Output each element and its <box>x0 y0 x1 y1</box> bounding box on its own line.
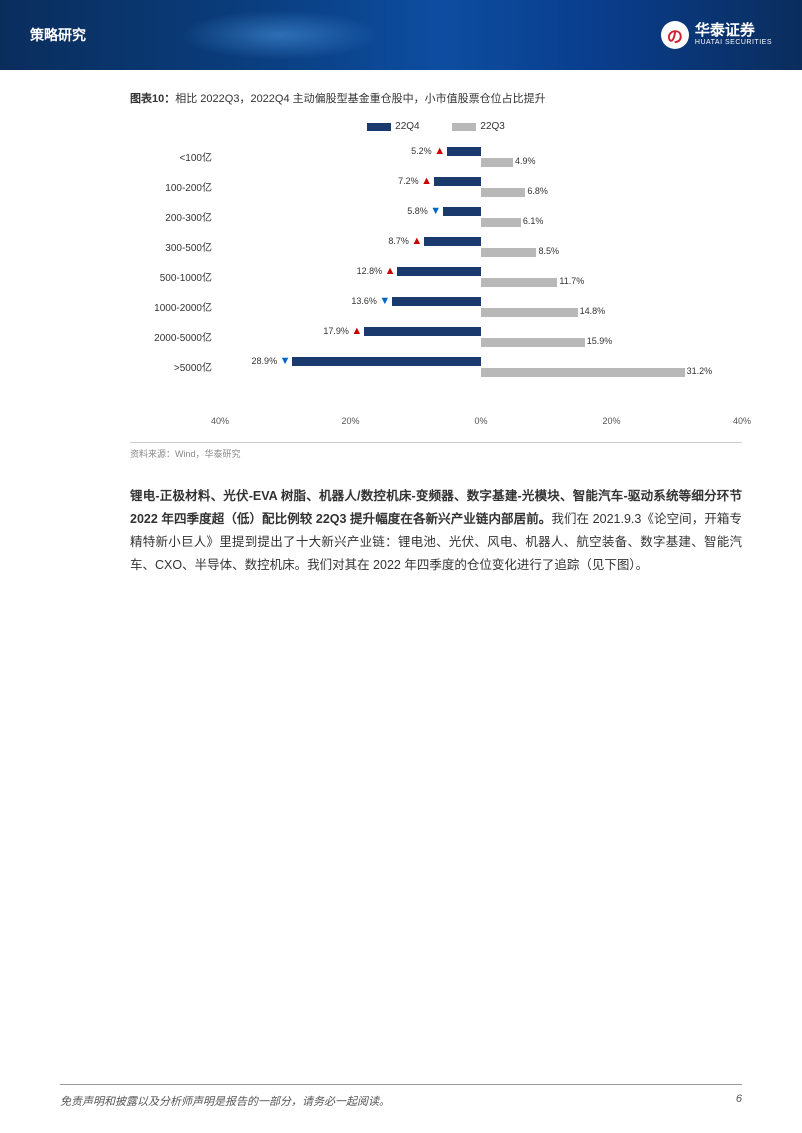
axis-tick: 20% <box>602 416 620 426</box>
val-q3: 15.9% <box>587 336 613 346</box>
chart-row: >5000亿 28.9% ▼ 31.2% <box>130 352 742 382</box>
legend-q4-label: 22Q4 <box>395 121 419 132</box>
logo-cn: 华泰证券 <box>695 23 772 40</box>
val-q4: 8.7% ▲ <box>388 235 422 247</box>
row-label: 300-500亿 <box>130 239 220 254</box>
val-q3: 11.7% <box>559 276 584 286</box>
val-q3: 4.9% <box>515 156 536 166</box>
axis-tick: 40% <box>733 416 751 426</box>
bar-q3 <box>481 368 685 377</box>
bar-q3 <box>481 308 578 317</box>
chart-title-text: 相比 2022Q3，2022Q4 主动偏股型基金重仓股中，小市值股票仓位占比提升 <box>175 93 545 105</box>
val-q4: 17.9% ▲ <box>323 325 362 337</box>
chart-row: 200-300亿 5.8% ▼ 6.1% <box>130 202 742 232</box>
row-label: >5000亿 <box>130 359 220 374</box>
arrow-up-icon: ▲ <box>434 145 445 157</box>
axis-tick: 20% <box>341 416 359 426</box>
logo-text: 华泰证券 HUATAI SECURITIES <box>695 23 772 47</box>
bar-q3 <box>481 248 536 257</box>
chart-title: 图表10：相比 2022Q3，2022Q4 主动偏股型基金重仓股中，小市值股票仓… <box>130 90 742 106</box>
logo-icon: の <box>661 21 689 49</box>
arrow-down-icon: ▼ <box>280 355 291 367</box>
legend-q4-swatch <box>367 123 391 131</box>
chart-legend: 22Q4 22Q3 <box>130 121 742 134</box>
bar-q4 <box>434 177 481 186</box>
chart-row: 300-500亿 8.7% ▲ 8.5% <box>130 232 742 262</box>
chart-x-axis: 40%20%0%20%40% <box>220 416 742 436</box>
arrow-up-icon: ▲ <box>421 175 432 187</box>
row-label: <100亿 <box>130 149 220 164</box>
chart-source: 资料来源：Wind，华泰研究 <box>130 442 742 460</box>
chart-row: 100-200亿 7.2% ▲ 6.8% <box>130 172 742 202</box>
arrow-up-icon: ▲ <box>411 235 422 247</box>
bar-q3 <box>481 218 521 227</box>
val-q4: 5.8% ▼ <box>407 205 441 217</box>
body-paragraph: 锂电-正极材料、光伏-EVA 树脂、机器人/数控机床-变频器、数字基建-光模块、… <box>130 485 742 578</box>
header-category: 策略研究 <box>30 25 86 45</box>
val-q4: 28.9% ▼ <box>252 355 291 367</box>
legend-q3-swatch <box>452 123 476 131</box>
val-q3: 6.1% <box>523 216 544 226</box>
footer-disclaimer: 免责声明和披露以及分析师声明是报告的一部分，请务必一起阅读。 <box>60 1093 390 1109</box>
chart-row: 500-1000亿 12.8% ▲ 11.7% <box>130 262 742 292</box>
chart-title-prefix: 图表10： <box>130 93 175 105</box>
page-header: 策略研究 の 华泰证券 HUATAI SECURITIES <box>0 0 802 70</box>
row-bars: 17.9% ▲ 15.9% <box>220 324 742 350</box>
axis-tick: 0% <box>474 416 487 426</box>
val-q3: 6.8% <box>527 186 548 196</box>
bar-q3 <box>481 188 525 197</box>
bar-q3 <box>481 158 513 167</box>
butterfly-chart: <100亿 5.2% ▲ 4.9% 100-200亿 7.2% ▲ 6.8% 200-300… <box>130 142 742 412</box>
legend-q3-label: 22Q3 <box>480 121 504 132</box>
logo-en: HUATAI SECURITIES <box>695 39 772 47</box>
val-q3: 31.2% <box>687 366 713 376</box>
row-label: 200-300亿 <box>130 209 220 224</box>
row-bars: 28.9% ▼ 31.2% <box>220 354 742 380</box>
val-q3: 8.5% <box>538 246 559 256</box>
chart-row: 2000-5000亿 17.9% ▲ 15.9% <box>130 322 742 352</box>
bar-q4 <box>424 237 481 246</box>
arrow-down-icon: ▼ <box>430 205 441 217</box>
val-q4: 5.2% ▲ <box>411 145 445 157</box>
page-footer: 免责声明和披露以及分析师声明是报告的一部分，请务必一起阅读。 6 <box>60 1084 742 1109</box>
val-q4: 13.6% ▼ <box>351 295 390 307</box>
legend-q4: 22Q4 <box>367 121 419 132</box>
bar-q3 <box>481 278 557 287</box>
arrow-up-icon: ▲ <box>385 265 396 277</box>
row-label: 2000-5000亿 <box>130 329 220 344</box>
bar-q4 <box>364 327 481 336</box>
bar-q3 <box>481 338 585 347</box>
row-bars: 5.8% ▼ 6.1% <box>220 204 742 230</box>
arrow-up-icon: ▲ <box>351 325 362 337</box>
val-q3: 14.8% <box>580 306 606 316</box>
row-label: 100-200亿 <box>130 179 220 194</box>
axis-tick: 40% <box>211 416 229 426</box>
val-q4: 7.2% ▲ <box>398 175 432 187</box>
val-q4: 12.8% ▲ <box>357 265 396 277</box>
row-label: 1000-2000亿 <box>130 299 220 314</box>
row-bars: 8.7% ▲ 8.5% <box>220 234 742 260</box>
legend-q3: 22Q3 <box>452 121 504 132</box>
chart-row: <100亿 5.2% ▲ 4.9% <box>130 142 742 172</box>
header-logo: の 华泰证券 HUATAI SECURITIES <box>661 21 772 49</box>
row-bars: 5.2% ▲ 4.9% <box>220 144 742 170</box>
row-label: 500-1000亿 <box>130 269 220 284</box>
footer-page-number: 6 <box>736 1093 742 1109</box>
bar-q4 <box>397 267 481 276</box>
bar-q4 <box>292 357 481 366</box>
bar-q4 <box>443 207 481 216</box>
row-bars: 12.8% ▲ 11.7% <box>220 264 742 290</box>
row-bars: 7.2% ▲ 6.8% <box>220 174 742 200</box>
row-bars: 13.6% ▼ 14.8% <box>220 294 742 320</box>
bar-q4 <box>447 147 481 156</box>
bar-q4 <box>392 297 481 306</box>
arrow-down-icon: ▼ <box>379 295 390 307</box>
chart-row: 1000-2000亿 13.6% ▼ 14.8% <box>130 292 742 322</box>
